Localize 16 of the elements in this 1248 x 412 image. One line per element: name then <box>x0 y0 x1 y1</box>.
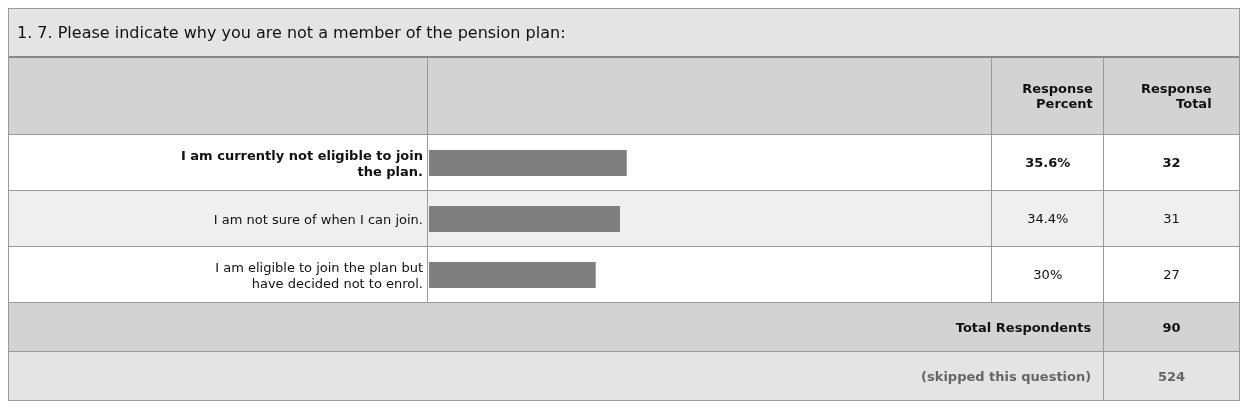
text: 30% <box>992 247 1105 302</box>
text: 90 <box>1161 318 1182 337</box>
text: 524 <box>1157 367 1187 386</box>
text: 35.6% <box>992 135 1105 190</box>
text: Total Respondents <box>9 303 1105 351</box>
text: 32 <box>1161 154 1182 172</box>
text: 31 <box>1162 210 1181 228</box>
text: Response Percent <box>1021 81 1093 111</box>
y-tick-label: I am eligible to join the plan but have decided not to enrol. <box>215 259 423 291</box>
text: Response Total <box>1139 81 1212 111</box>
text: 27 <box>1162 266 1181 284</box>
y-tick-label: I am currently not eligible to join the plan. <box>180 147 423 179</box>
y-tick-label: I am not sure of when I can join. <box>213 211 423 227</box>
text: 1. 7. Please indicate why you are not a member of the pension plan: <box>9 9 1239 58</box>
text: (skipped this question) <box>9 352 1105 400</box>
text: 34.4% <box>992 191 1105 246</box>
